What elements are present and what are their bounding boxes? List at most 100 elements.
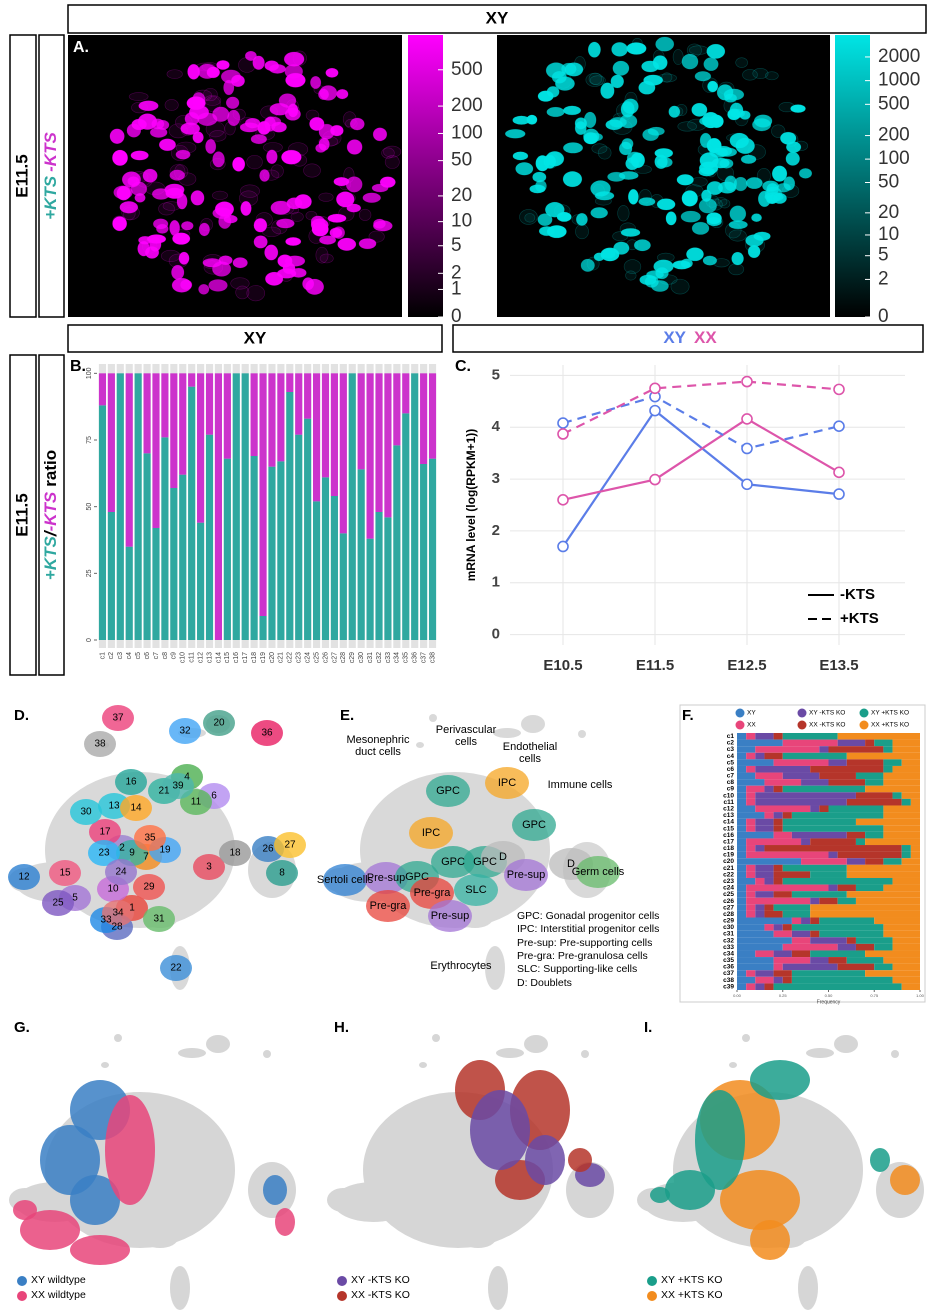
bar-segment [764,812,774,819]
nucleus [220,69,241,84]
x-tick-label: c21 [278,652,285,663]
nucleus [205,138,217,154]
nucleus [790,104,806,113]
nucleus [239,184,260,198]
umap-region [460,1228,496,1248]
nucleus [627,188,639,205]
bar-segment [737,983,747,990]
point [557,428,569,440]
genotype-region [750,1060,810,1100]
bar-segment [810,871,847,878]
y-tick-label: 25 [86,569,93,577]
nucleus [250,134,268,145]
legend-label: XY -KTS KO [351,1274,410,1286]
nucleus [575,223,589,240]
header-part: XX [694,328,717,347]
line [562,409,840,548]
umap-region [206,1035,230,1053]
bar-segment [98,373,107,406]
x-tick-label: c12 [197,652,204,663]
point [833,466,845,479]
bar-segment [304,373,312,419]
bar-segment [755,845,765,852]
nucleus [702,77,719,94]
bar-segment [428,373,437,459]
legend-label: XX -KTS KO [351,1289,410,1301]
bar-segment [892,792,902,799]
cluster-label: 28 [111,922,123,933]
nucleus [270,200,291,215]
nucleus [112,215,127,228]
bar-segment [901,798,911,806]
nucleus [545,62,567,79]
bar-segment [865,858,884,865]
nucleus [216,60,230,70]
genotype-region [105,1095,155,1205]
nucleus [512,115,531,125]
bar-segment [791,812,884,819]
cluster-label: 10 [107,884,119,895]
nucleus [284,107,301,121]
bar-segment [179,373,187,475]
cluster-region [133,874,165,900]
nucleus [291,154,308,167]
bar-segment [375,373,383,512]
nucleus [752,68,769,79]
bar-segment [791,976,893,984]
celltype-label: GPC [473,856,497,868]
cluster-label: 23 [98,848,110,859]
bar-segment [295,434,303,640]
bar-segment [773,831,792,839]
y-tick-label: 75 [86,436,93,444]
nucleus [650,280,669,292]
bar-segment [846,759,884,766]
umap-region [101,1062,109,1068]
nucleus [318,88,330,101]
bar-segment [755,805,811,813]
header-title: XY [244,328,267,347]
side-label-part: -KTS [41,491,60,531]
nucleus [126,123,142,138]
bar-segment [764,752,783,760]
nucleus [381,147,395,159]
y-tick-label: c4 [727,753,735,760]
bar-segment [801,779,829,786]
nucleus [203,87,218,102]
nucleus [600,82,615,99]
nucleus [781,184,800,198]
cluster-label: 38 [94,739,106,750]
bar-segment [810,805,820,813]
celltype-region [512,809,556,841]
bar-segment [883,831,920,839]
legend-label: XX +KTS KO [871,722,909,729]
nucleus [562,105,582,116]
panel-label: B. [70,358,86,375]
nucleus [556,211,572,222]
bar-segment [828,805,884,813]
nucleus [747,244,761,259]
legend-label: XX [747,722,756,729]
bar-segment [428,458,437,640]
bar-segment [746,891,756,898]
nucleus [612,60,630,76]
umap-region [834,1035,858,1053]
header-box [67,324,443,353]
nucleus [271,219,288,235]
bar-segment [764,785,774,793]
x-tick-label: c1 [99,652,106,660]
colorbar-tick-label: 2 [878,268,889,289]
bar-segment [737,877,756,885]
nucleus [214,201,235,217]
bar-segment [295,373,303,435]
side-label-part: +KTS [41,536,60,581]
bar-segment [791,937,811,944]
bar-segment [810,937,847,944]
cluster-label: 16 [125,777,137,788]
nucleus [532,171,547,183]
nucleus [285,237,302,246]
bar-segment [755,765,811,773]
nucleus [650,194,664,208]
bar-segment [755,910,765,918]
x-tick-label: c25 [313,652,320,663]
x-tick-label: c7 [153,652,160,660]
